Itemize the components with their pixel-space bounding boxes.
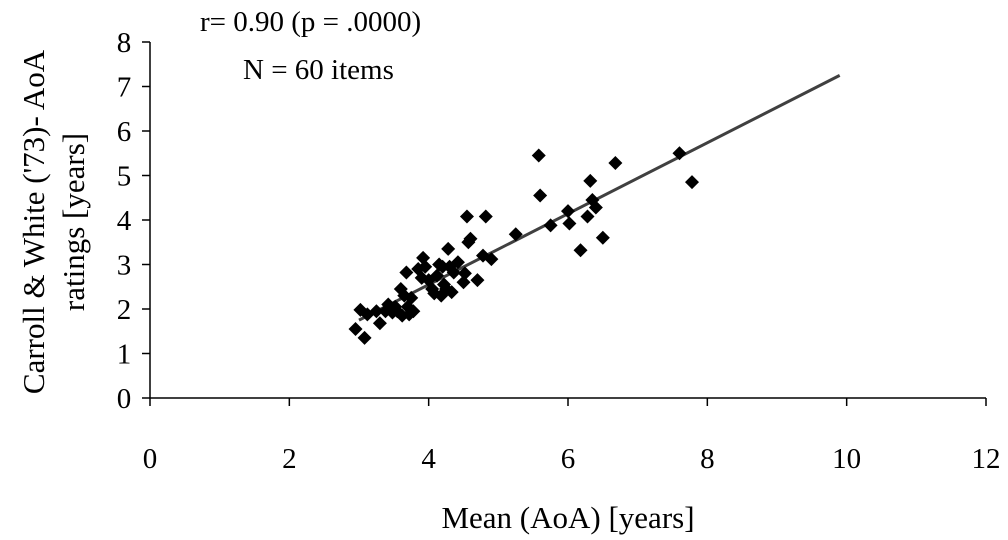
y-tick-label: 2 (117, 294, 132, 326)
data-point (459, 209, 474, 224)
data-point (463, 231, 478, 246)
y-tick-label: 3 (117, 250, 132, 282)
y-axis-title: Carroll & White ('73)- AoA ratings [year… (16, 49, 91, 394)
data-point (406, 304, 421, 319)
x-tick-label: 10 (832, 443, 861, 475)
y-tick-label: 8 (117, 27, 132, 59)
data-point (441, 241, 456, 256)
data-point (562, 216, 577, 231)
data-point (583, 173, 598, 188)
data-points (348, 146, 700, 345)
data-point (543, 218, 558, 233)
data-point (457, 266, 472, 281)
data-point (580, 209, 595, 224)
data-point (404, 290, 419, 305)
ticks (142, 41, 987, 406)
y-axis-title-line-2: ratings [years] (56, 133, 91, 311)
y-tick-label: 7 (117, 72, 132, 104)
y-tick-label: 4 (117, 205, 132, 237)
data-point (484, 252, 499, 267)
x-tick-label: 8 (700, 443, 715, 475)
y-tick-label: 1 (117, 339, 132, 371)
x-axis-title: Mean (AoA) [years] (441, 500, 694, 535)
data-point (533, 188, 548, 203)
x-tick-label: 12 (972, 443, 1001, 475)
data-point (508, 227, 523, 242)
data-point (478, 209, 493, 224)
data-point (418, 259, 433, 274)
y-tick-label: 5 (117, 161, 132, 193)
data-point (446, 265, 461, 280)
data-point (672, 146, 687, 161)
data-point (470, 273, 485, 288)
x-tick-label: 0 (143, 443, 158, 475)
data-point (588, 200, 603, 215)
data-point (357, 330, 372, 345)
data-point (685, 175, 700, 190)
data-point (430, 268, 445, 283)
data-point (444, 285, 459, 300)
annotation-correlation: r= 0.90 (p = .0000) (200, 6, 421, 38)
data-point (531, 148, 546, 163)
annotation-n-items: N = 60 items (243, 54, 394, 86)
x-tick-label: 6 (561, 443, 576, 475)
data-point (450, 255, 465, 270)
y-tick-label: 0 (117, 383, 132, 415)
data-point (608, 156, 623, 171)
data-point (372, 316, 387, 331)
data-point (348, 322, 363, 337)
x-tick-label: 2 (282, 443, 297, 475)
data-point (573, 243, 588, 258)
data-point (561, 204, 575, 219)
data-point (595, 230, 610, 245)
data-point (456, 275, 471, 290)
data-point (369, 304, 384, 319)
data-point (399, 265, 414, 280)
x-tick-label: 4 (421, 443, 436, 475)
y-tick-label: 6 (117, 116, 132, 148)
y-axis-title-line-1: Carroll & White ('73)- AoA (16, 49, 51, 394)
